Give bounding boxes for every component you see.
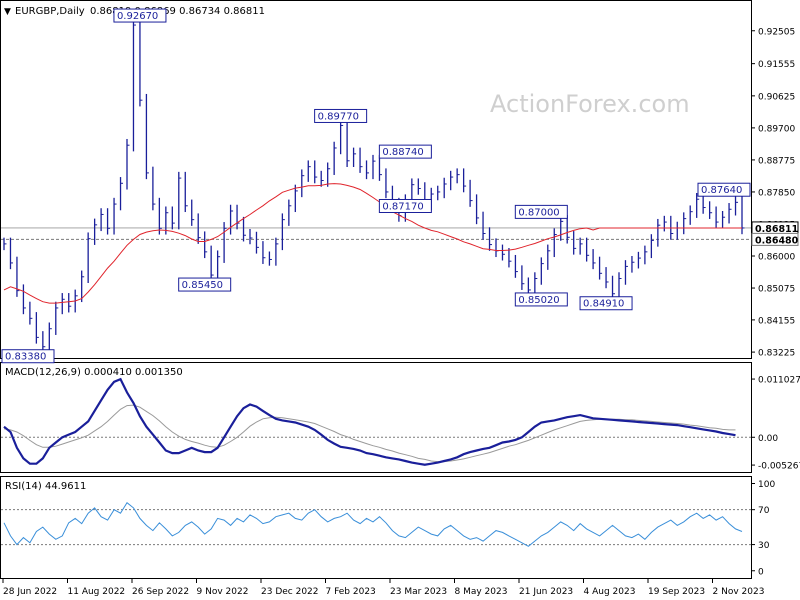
- rsi-tick-label: 0: [758, 567, 764, 577]
- watermark: ActionForex.com: [490, 90, 690, 118]
- rsi-tick-label: 100: [758, 480, 775, 490]
- price-marker-label: 0.86811: [755, 224, 798, 235]
- date-tick-label: 9 Nov 2022: [197, 587, 249, 597]
- price-tick-label: 0.91555: [758, 60, 795, 70]
- price-series: [3, 18, 745, 353]
- price-tick-label: 0.90625: [758, 92, 795, 102]
- date-tick-label: 7 Feb 2023: [326, 587, 376, 597]
- date-tick-label: 11 Aug 2022: [68, 587, 126, 597]
- macd-tick-label: -0.005267: [758, 462, 800, 472]
- date-tick-label: 28 Jun 2022: [3, 587, 57, 597]
- date-tick-label: 23 Dec 2022: [261, 587, 319, 597]
- annotation-box: [378, 198, 432, 213]
- price-marker-label: 0.86480: [755, 235, 799, 246]
- rsi-panel-frame: [0, 476, 752, 579]
- date-tick-label: 8 May 2023: [455, 587, 508, 597]
- annotation-label: 0.87170: [382, 201, 423, 212]
- symbol-label: EURGBP,Daily: [15, 6, 85, 17]
- price-tick-label: 0.83225: [758, 349, 795, 359]
- annotation-label: 0.85450: [182, 280, 223, 291]
- annotation-label: 0.87000: [518, 207, 559, 218]
- annotation-box: [178, 277, 232, 292]
- annotation-box: [697, 182, 751, 197]
- annotation-box: [314, 108, 368, 123]
- annotation-label: 0.92670: [117, 11, 158, 22]
- annotation-box: [514, 204, 568, 219]
- price-axis-ticks: 0.92505 0.91555 0.90625 0.89700 0.88775 0.878…: [751, 27, 795, 359]
- annotation-label: 0.83380: [5, 352, 46, 363]
- macd-panel-frame: [0, 362, 752, 473]
- price-annotations: 0.92670 0.89770 0.88740 0.87170 0.87000 0.876…: [1, 8, 751, 364]
- annotation-label: 0.88740: [382, 147, 423, 158]
- price-tick-label: 0.89700: [758, 124, 795, 134]
- annotation-box: [514, 292, 568, 307]
- rsi-tick-label: 70: [758, 506, 770, 516]
- rsi-title: RSI(14) 44.9611: [5, 481, 86, 492]
- price-tick-label: 0.87850: [758, 188, 795, 198]
- annotation-box: [113, 8, 167, 23]
- date-axis-ticks: 28 Jun 2022 11 Aug 2022 26 Sep 2022 9 Nov 2…: [2, 578, 765, 597]
- date-tick-label: 19 Sep 2023: [648, 587, 705, 597]
- rsi-tick-label: 30: [758, 541, 770, 551]
- price-tick-label: 0.86000: [758, 253, 795, 263]
- annotation-label: 0.87640: [701, 185, 742, 196]
- rsi-line: [3, 501, 743, 547]
- price-tick-label: 0.84155: [758, 316, 795, 326]
- annotation-label: 0.89770: [318, 111, 359, 122]
- annotation-box: [378, 144, 432, 159]
- macd-tick-label: 0.00: [758, 434, 778, 444]
- date-tick-label: 23 Mar 2023: [390, 587, 447, 597]
- date-tick-label: 2 Nov 2023: [713, 587, 765, 597]
- ohlc-values: 0.86819 0.86869 0.86734 0.86811: [90, 6, 265, 17]
- macd-line: [3, 377, 736, 466]
- annotation-box: [579, 296, 633, 311]
- date-tick-label: 4 Aug 2023: [584, 587, 636, 597]
- date-tick-label: 26 Sep 2022: [132, 587, 189, 597]
- moving-average-line: [3, 183, 742, 304]
- price-tick-label: 0.88775: [758, 156, 795, 166]
- annotation-box: [1, 349, 55, 364]
- macd-tick-label: 0.011027: [758, 376, 800, 386]
- price-tick-label: 0.92505: [758, 27, 795, 37]
- annotation-label: 0.84910: [583, 299, 624, 310]
- macd-axis-ticks: 0.011027 0.00 -0.005267: [1, 376, 800, 472]
- annotation-label: 0.85020: [518, 295, 559, 306]
- date-tick-label: 21 Jun 2023: [519, 587, 573, 597]
- price-marker-box: [751, 232, 799, 246]
- price-panel-frame: [0, 0, 752, 359]
- triangle-down-icon[interactable]: ▼: [4, 7, 11, 17]
- rsi-axis-ticks: 100 70 30 0: [1, 480, 775, 577]
- macd-title: MACD(12,26,9) 0.000410 0.001350: [5, 367, 183, 378]
- price-tick-label: 0.85075: [758, 285, 795, 295]
